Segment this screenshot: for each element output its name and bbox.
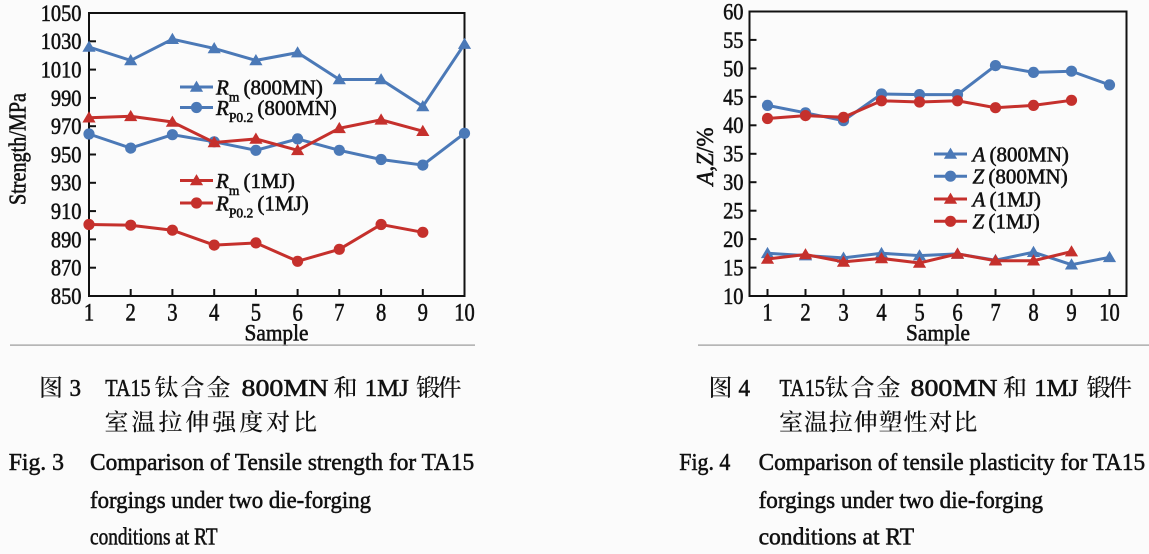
svg-text:RP0.2 (1MJ): RP0.2 (1MJ): [215, 191, 309, 220]
svg-text:3: 3: [70, 376, 82, 402]
svg-text:Z (1MJ): Z (1MJ): [973, 210, 1040, 234]
svg-text:1050: 1050: [41, 1, 82, 26]
svg-text:35: 35: [723, 142, 743, 167]
svg-text:Sample: Sample: [906, 321, 970, 346]
svg-text:7: 7: [990, 300, 1000, 327]
svg-text:15: 15: [723, 256, 743, 281]
svg-text:Z (800MN): Z (800MN): [973, 165, 1068, 189]
svg-text:Fig. 3: Fig. 3: [9, 450, 64, 476]
svg-text:30: 30: [723, 170, 743, 195]
svg-text:9: 9: [418, 300, 428, 327]
svg-text:850: 850: [51, 284, 82, 309]
svg-text:2: 2: [800, 300, 810, 327]
svg-text:1MJ: 1MJ: [365, 376, 409, 402]
svg-text:Sample: Sample: [245, 321, 309, 346]
svg-text:45: 45: [723, 85, 743, 110]
svg-text:930: 930: [51, 171, 82, 196]
svg-text:Comparison of tensile plastici: Comparison of tensile plasticity for TA1…: [759, 450, 1146, 476]
svg-text:950: 950: [51, 142, 82, 167]
svg-text:1MJ: 1MJ: [1034, 376, 1078, 402]
svg-text:25: 25: [723, 199, 743, 224]
svg-text:40: 40: [723, 113, 743, 138]
svg-text:conditions at RT: conditions at RT: [759, 525, 915, 551]
svg-text:6: 6: [952, 300, 962, 327]
svg-text:Rm (1MJ): Rm (1MJ): [215, 169, 295, 198]
svg-text:forgings under two die-forging: forgings under two die-forging: [759, 488, 1044, 514]
svg-text:RP0.2 (800MN): RP0.2 (800MN): [215, 96, 337, 125]
svg-text:8: 8: [376, 300, 386, 327]
svg-text:7: 7: [334, 300, 344, 327]
svg-text:4: 4: [876, 300, 887, 327]
svg-text:Rm (800MN): Rm (800MN): [215, 75, 323, 104]
svg-text:20: 20: [723, 227, 743, 252]
svg-text:A (1MJ): A (1MJ): [971, 187, 1041, 211]
svg-text:5: 5: [914, 300, 924, 327]
svg-text:800MN: 800MN: [242, 376, 329, 402]
svg-text:TA15: TA15: [105, 376, 150, 402]
svg-text:4: 4: [739, 376, 751, 402]
svg-text:10: 10: [454, 300, 475, 327]
svg-text:890: 890: [51, 227, 82, 252]
svg-text:2: 2: [126, 300, 136, 327]
svg-text:50: 50: [723, 56, 743, 81]
svg-text:8: 8: [1028, 300, 1038, 327]
svg-text:A (800MN): A (800MN): [971, 142, 1069, 166]
svg-text:9: 9: [1066, 300, 1076, 327]
svg-text:forgings under two die-forging: forgings under two die-forging: [90, 488, 371, 514]
svg-text:970: 970: [51, 114, 82, 139]
svg-text:1010: 1010: [41, 58, 82, 83]
svg-text:Comparison of Tensile strength: Comparison of Tensile strength for TA15: [90, 450, 474, 476]
svg-text:Fig. 4: Fig. 4: [679, 450, 730, 476]
svg-text:5: 5: [251, 300, 261, 327]
svg-text:3: 3: [167, 300, 177, 327]
svg-text:6: 6: [292, 300, 302, 327]
svg-text:1030: 1030: [41, 29, 82, 54]
svg-text:1: 1: [84, 300, 94, 327]
svg-text:800MN: 800MN: [911, 376, 998, 402]
svg-text:55: 55: [723, 28, 743, 53]
svg-text:conditions at RT: conditions at RT: [90, 525, 218, 551]
svg-text:4: 4: [209, 300, 220, 327]
svg-text:10: 10: [723, 284, 743, 309]
svg-text:910: 910: [51, 199, 82, 224]
svg-text:870: 870: [51, 256, 82, 281]
svg-text:1: 1: [762, 300, 772, 327]
svg-text:60: 60: [723, 0, 743, 24]
svg-text:3: 3: [838, 300, 848, 327]
svg-text:990: 990: [51, 86, 82, 111]
svg-text:10: 10: [1099, 300, 1120, 327]
svg-text:A,Z/%: A,Z/%: [693, 128, 719, 188]
svg-text:Strength/MPa: Strength/MPa: [6, 93, 32, 205]
svg-text:TA15: TA15: [780, 376, 825, 402]
